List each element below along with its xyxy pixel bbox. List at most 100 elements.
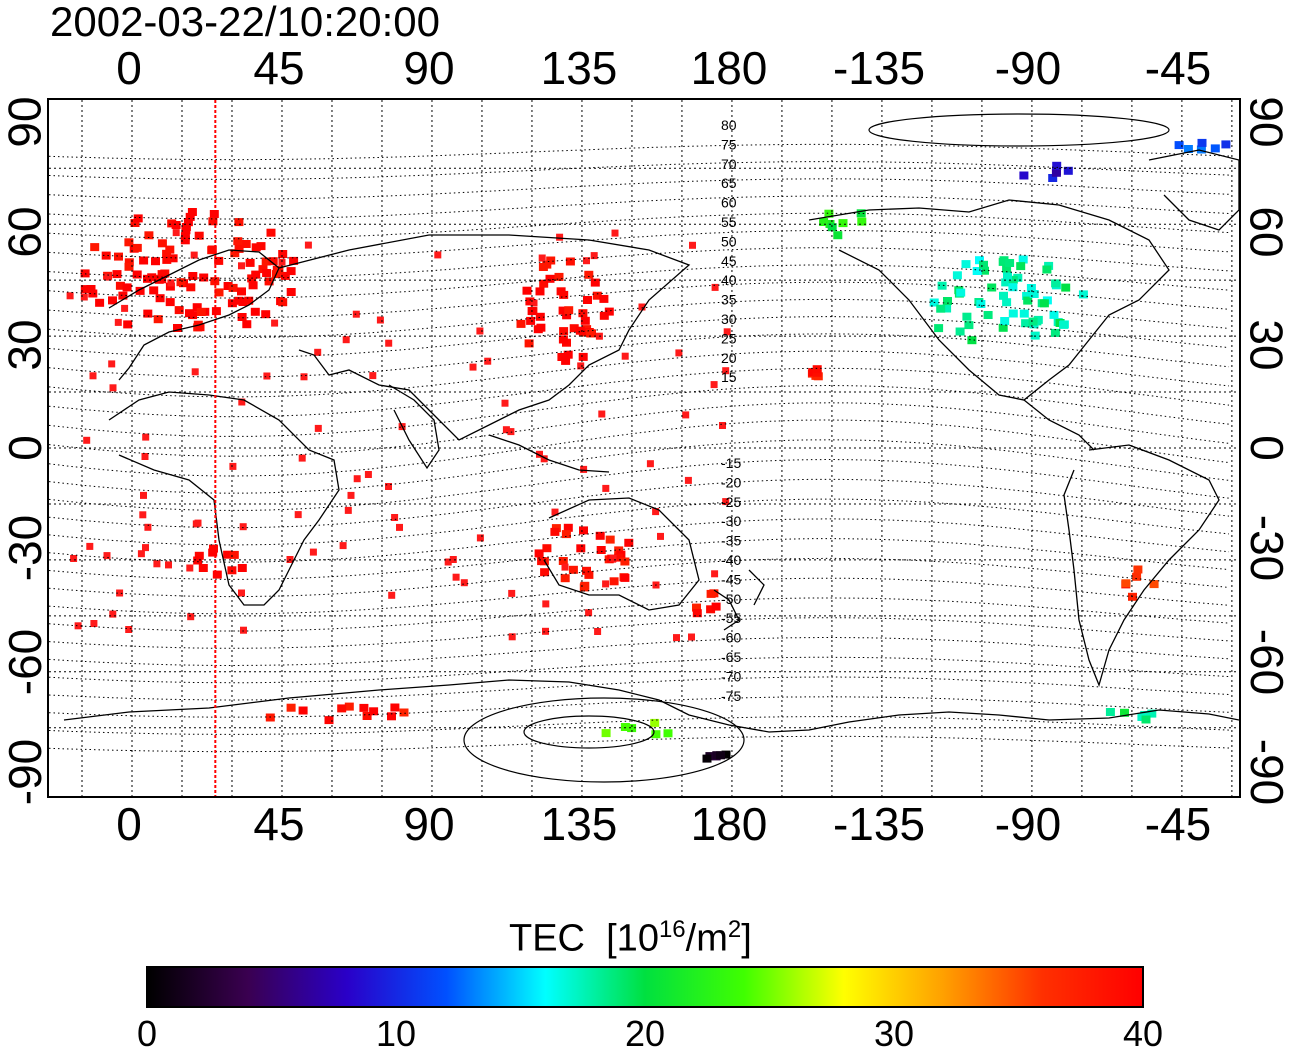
magnetic-contour bbox=[49, 458, 1230, 511]
contour-label-north: 60 bbox=[721, 195, 737, 211]
tec-station bbox=[594, 628, 602, 635]
coast-indonesia bbox=[488, 434, 610, 473]
tec-cell-australia bbox=[595, 531, 605, 540]
tec-cell-europe bbox=[208, 217, 218, 226]
tec-station bbox=[192, 520, 200, 528]
tec-cell-southern-africa bbox=[193, 556, 203, 565]
colorbar bbox=[146, 966, 1144, 1008]
tec-cell-north-america bbox=[999, 256, 1009, 265]
colorbar-tick-40: 40 bbox=[1122, 1013, 1164, 1054]
magnetic-contour bbox=[49, 178, 1230, 200]
north-polar-contour bbox=[868, 113, 1170, 147]
map-title: 2002-03-22/10:20:00 bbox=[50, 0, 440, 45]
tec-station bbox=[388, 591, 396, 599]
contour-label-south: -70 bbox=[721, 668, 741, 684]
tec-cell-arctic-canada bbox=[1019, 171, 1029, 180]
tec-cell-australia bbox=[576, 544, 586, 553]
tec-cell-antarctica-east bbox=[369, 707, 379, 716]
tec-cell-europe bbox=[155, 294, 165, 303]
bottom-lon-label-90: 90 bbox=[403, 798, 455, 850]
tec-cell-north-america bbox=[1000, 317, 1010, 325]
tec-cell-europe bbox=[123, 320, 133, 329]
tec-cell-southern-africa bbox=[198, 564, 208, 572]
tec-cell-europe bbox=[90, 243, 100, 252]
tec-cell-europe bbox=[171, 221, 181, 229]
tec-station bbox=[80, 293, 88, 301]
tec-cell-europe bbox=[233, 237, 243, 246]
tec-station bbox=[396, 523, 403, 531]
tec-station bbox=[70, 555, 78, 562]
tec-cell-europe bbox=[149, 286, 159, 295]
tec-cell-south-america bbox=[1121, 579, 1131, 588]
contour-label-north: 45 bbox=[721, 253, 737, 269]
tec-cell-europe bbox=[185, 212, 195, 221]
tec-cell-europe bbox=[95, 298, 105, 307]
tec-cell-east-asia bbox=[565, 257, 575, 266]
tec-cell-europe bbox=[174, 306, 184, 315]
tec-cell-east-asia bbox=[539, 279, 549, 288]
tec-cell-north-america bbox=[961, 260, 971, 269]
contour-label-north: 40 bbox=[721, 272, 737, 288]
tec-cell-europe bbox=[132, 270, 142, 279]
right-lat-label-m90: -90 bbox=[1241, 738, 1292, 806]
tec-station bbox=[688, 633, 695, 641]
tec-cell-east-asia bbox=[569, 324, 579, 333]
tec-station bbox=[141, 453, 149, 460]
tec-cell-antarctica-west bbox=[1147, 709, 1157, 718]
tec-cell-europe bbox=[214, 288, 224, 297]
tec-cell-australia bbox=[534, 549, 544, 558]
contour-label-south: -30 bbox=[721, 513, 741, 529]
tec-cell-east-asia bbox=[558, 335, 568, 344]
magnetic-contour bbox=[49, 498, 1230, 546]
tec-station bbox=[263, 372, 271, 380]
tec-cell-east-asia bbox=[578, 309, 588, 318]
magnetic-contour bbox=[49, 636, 1230, 667]
coastlines bbox=[63, 149, 1239, 733]
tec-cell-europe bbox=[264, 277, 274, 286]
contour-label-south: -40 bbox=[721, 552, 741, 568]
magnetic-contour bbox=[49, 247, 1230, 279]
tec-cell-europe bbox=[274, 265, 284, 274]
tec-station bbox=[710, 381, 718, 389]
tec-cell-antarctica-ross bbox=[650, 718, 660, 727]
tec-cell-europe bbox=[248, 281, 258, 290]
tec-station bbox=[675, 349, 683, 357]
tec-station bbox=[508, 589, 516, 597]
tec-cell-north-america bbox=[1050, 328, 1060, 337]
contour-label-north: 20 bbox=[721, 350, 737, 366]
tec-cell-australia bbox=[584, 570, 594, 579]
tec-station bbox=[238, 398, 246, 406]
colorbar-quantity: TEC bbox=[509, 917, 585, 960]
tec-station bbox=[536, 450, 543, 458]
tec-cell-europe bbox=[130, 219, 140, 227]
tec-cell-europe bbox=[133, 214, 143, 223]
tec-cell-europe bbox=[173, 324, 182, 332]
tec-cell-europe bbox=[241, 240, 251, 248]
tec-cell-europe bbox=[118, 291, 128, 300]
top-lon-label-m135: -135 bbox=[832, 42, 926, 94]
tec-cell-north-america bbox=[1061, 283, 1071, 292]
tec-station bbox=[344, 506, 352, 514]
tec-cell-europe bbox=[261, 257, 271, 266]
tec-cell-europe bbox=[115, 281, 125, 290]
tec-cell-east-asia bbox=[546, 256, 556, 265]
colorbar-unit-prefix: [10 bbox=[606, 917, 659, 960]
tec-cell-ross-ice-shelf bbox=[721, 750, 731, 759]
tec-cell-north-america bbox=[999, 291, 1008, 300]
tec-cell-east-asia bbox=[583, 296, 592, 304]
tec-station bbox=[598, 410, 606, 418]
tec-cell-north-america bbox=[1039, 299, 1049, 308]
tec-cell-australia bbox=[560, 574, 570, 583]
tec-station bbox=[140, 491, 147, 499]
tec-station bbox=[684, 476, 692, 484]
tec-cell-europe bbox=[237, 287, 246, 296]
left-lat-label-m90: -90 bbox=[0, 738, 52, 806]
tec-cell-europe bbox=[187, 208, 197, 216]
tec-station bbox=[385, 339, 393, 347]
tec-station bbox=[172, 229, 180, 237]
tec-cell-europe bbox=[286, 267, 296, 276]
tec-cell-europe bbox=[262, 269, 272, 277]
tec-cell-east-asia bbox=[592, 291, 602, 300]
tec-cell-east-asia bbox=[604, 307, 614, 316]
tec-cell-north-america bbox=[1028, 317, 1038, 326]
